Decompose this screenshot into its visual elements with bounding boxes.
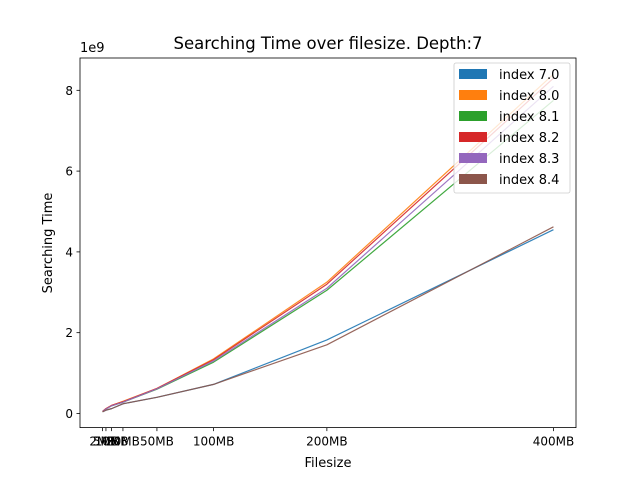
y-axis: 0 2 4 6 8 — [65, 84, 80, 421]
series-line-5 — [102, 226, 554, 413]
legend-swatch — [459, 90, 487, 100]
legend-label: index 8.0 — [499, 89, 559, 104]
legend-swatch — [459, 111, 487, 121]
legend-label: index 8.3 — [499, 152, 559, 167]
legend-swatch — [459, 153, 487, 163]
legend-label: index 8.2 — [499, 131, 559, 146]
y-tick-label: 2 — [65, 326, 73, 340]
chart-title: Searching Time over filesize. Depth:7 — [173, 34, 482, 53]
x-tick-label: 400MB — [533, 435, 575, 449]
x-tick-label: 2MB — [89, 435, 115, 449]
legend: index 7.0 index 8.0 index 8.1 index 8.2 inde… — [453, 62, 571, 194]
y-tick-label: 0 — [65, 407, 73, 421]
legend-label: index 8.4 — [499, 173, 559, 188]
y-offset-label: 1e9 — [80, 41, 105, 56]
x-tick-label: 20MB — [106, 435, 140, 449]
x-tick-label: 100MB — [193, 435, 235, 449]
x-axis-label: Filesize — [305, 456, 352, 471]
y-axis-label: Searching Time — [41, 193, 56, 294]
legend-swatch — [459, 69, 487, 79]
series-line-4 — [102, 85, 554, 412]
x-tick-label: 200MB — [306, 435, 348, 449]
legend-swatch — [459, 174, 487, 184]
x-tick-label: 5MB — [93, 435, 119, 449]
series-layer — [102, 73, 554, 413]
legend-label: index 8.1 — [499, 110, 559, 125]
legend-label: index 7.0 — [499, 68, 559, 83]
y-tick-label: 4 — [65, 245, 73, 259]
y-tick-label: 8 — [65, 84, 73, 98]
y-tick-label: 6 — [65, 165, 73, 179]
x-tick-label: 10MB — [95, 435, 129, 449]
legend-swatch — [459, 132, 487, 142]
axes-frame — [79, 57, 577, 429]
x-tick-label: 50MB — [140, 435, 174, 449]
